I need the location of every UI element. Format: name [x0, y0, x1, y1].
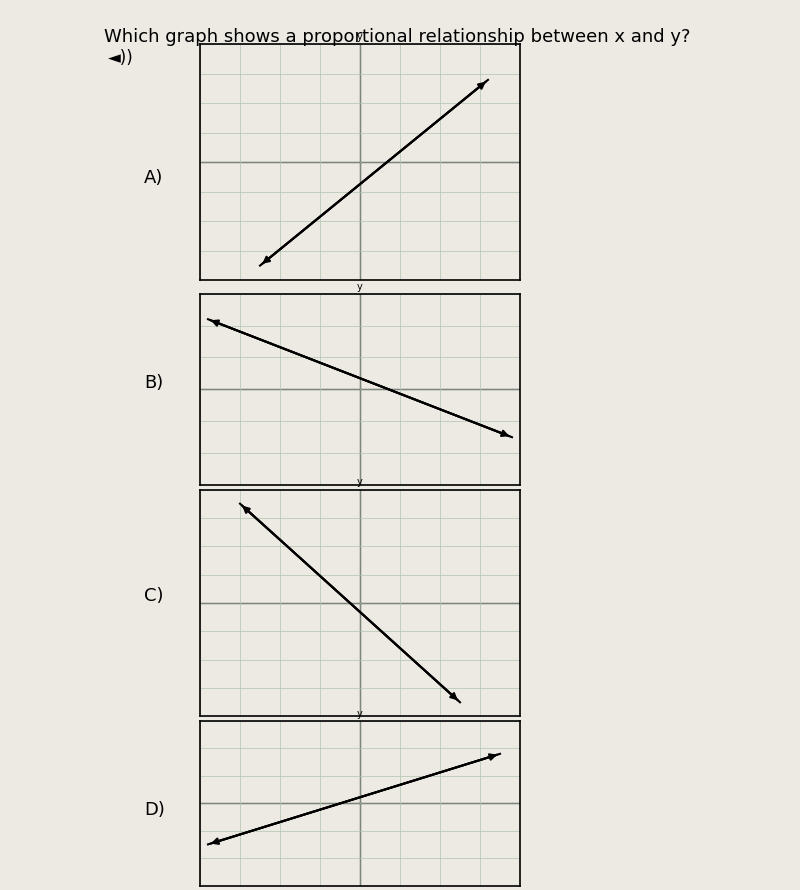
Text: ◄)): ◄)): [108, 49, 134, 67]
Text: y: y: [357, 709, 363, 719]
Text: y: y: [357, 477, 363, 487]
Text: B): B): [144, 374, 163, 392]
Text: D): D): [144, 801, 165, 819]
Text: C): C): [144, 587, 163, 605]
Text: A): A): [144, 169, 163, 187]
Text: Which graph shows a proportional relationship between x and y?: Which graph shows a proportional relatio…: [104, 28, 690, 46]
Text: y: y: [357, 32, 363, 42]
Text: y: y: [357, 282, 363, 292]
